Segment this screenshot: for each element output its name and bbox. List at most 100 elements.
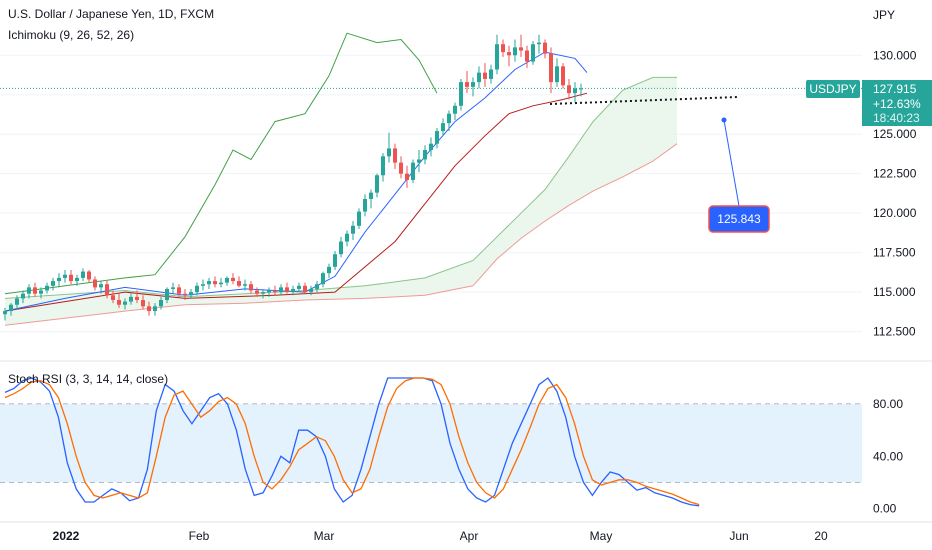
candle-body[interactable] xyxy=(231,277,235,282)
candle-body[interactable] xyxy=(69,274,73,282)
candle-body[interactable] xyxy=(549,53,553,83)
candle-body[interactable] xyxy=(519,47,523,51)
candle-body[interactable] xyxy=(495,44,499,70)
price-axis[interactable]: 130.000127.500125.000122.500120.000117.5… xyxy=(873,48,917,338)
candle-body[interactable] xyxy=(153,306,157,312)
candle-body[interactable] xyxy=(339,241,343,255)
candle-body[interactable] xyxy=(543,42,547,54)
candle-body[interactable] xyxy=(537,42,541,45)
candle-body[interactable] xyxy=(405,173,409,180)
oscillator-axis[interactable]: 80.00 40.00 0.00 xyxy=(873,397,903,515)
candle-body[interactable] xyxy=(393,148,397,163)
candle-body[interactable] xyxy=(555,66,559,83)
candlestick-series[interactable] xyxy=(3,34,583,321)
candle-body[interactable] xyxy=(579,88,583,90)
candle-body[interactable] xyxy=(435,131,439,144)
candle-body[interactable] xyxy=(81,271,85,278)
candle-body[interactable] xyxy=(387,148,391,157)
candle-body[interactable] xyxy=(483,72,487,79)
candle-body[interactable] xyxy=(441,123,445,132)
candle-body[interactable] xyxy=(99,284,103,288)
candle-body[interactable] xyxy=(423,150,427,160)
candle-body[interactable] xyxy=(249,284,253,291)
candle-body[interactable] xyxy=(189,292,193,296)
annotation-pointer-line[interactable] xyxy=(723,119,740,207)
candle-body[interactable] xyxy=(225,277,229,283)
candle-body[interactable] xyxy=(489,69,493,79)
candle-body[interactable] xyxy=(309,288,313,293)
candle-body[interactable] xyxy=(525,50,529,62)
candle-body[interactable] xyxy=(243,284,247,286)
candle-body[interactable] xyxy=(381,156,385,176)
candle-body[interactable] xyxy=(27,287,31,294)
candle-body[interactable] xyxy=(345,233,349,242)
candle-body[interactable] xyxy=(147,306,151,312)
candle-body[interactable] xyxy=(195,285,199,293)
candle-body[interactable] xyxy=(285,287,289,293)
candle-body[interactable] xyxy=(15,298,19,305)
candle-body[interactable] xyxy=(351,225,355,234)
candle-body[interactable] xyxy=(507,52,511,56)
candle-body[interactable] xyxy=(171,287,175,289)
candle-body[interactable] xyxy=(303,285,307,293)
candle-body[interactable] xyxy=(213,281,217,285)
candle-body[interactable] xyxy=(399,162,403,174)
candle-body[interactable] xyxy=(567,85,571,94)
candle-body[interactable] xyxy=(411,162,415,180)
candle-body[interactable] xyxy=(33,287,37,294)
candle-body[interactable] xyxy=(135,296,139,300)
candle-body[interactable] xyxy=(141,300,145,307)
candle-body[interactable] xyxy=(93,279,97,288)
candle-body[interactable] xyxy=(447,113,451,124)
candle-body[interactable] xyxy=(117,300,121,305)
candle-body[interactable] xyxy=(375,175,379,193)
candle-body[interactable] xyxy=(129,296,133,302)
candle-body[interactable] xyxy=(183,293,187,296)
candle-body[interactable] xyxy=(111,295,115,300)
candle-body[interactable] xyxy=(417,159,421,163)
candle-body[interactable] xyxy=(159,300,163,307)
candle-body[interactable] xyxy=(63,274,67,278)
candle-body[interactable] xyxy=(363,198,367,212)
candle-body[interactable] xyxy=(75,277,79,282)
candle-body[interactable] xyxy=(279,287,283,293)
candle-body[interactable] xyxy=(471,82,475,87)
candle-body[interactable] xyxy=(531,44,535,62)
candle-body[interactable] xyxy=(459,82,463,106)
candle-body[interactable] xyxy=(39,290,43,294)
candle-body[interactable] xyxy=(357,211,361,226)
candle-body[interactable] xyxy=(207,281,211,285)
candle-body[interactable] xyxy=(51,281,55,286)
candle-body[interactable] xyxy=(327,266,331,274)
candle-body[interactable] xyxy=(297,285,301,289)
candle-body[interactable] xyxy=(453,105,457,114)
candle-body[interactable] xyxy=(267,290,271,293)
candle-body[interactable] xyxy=(3,311,7,315)
candle-body[interactable] xyxy=(177,287,181,294)
candle-body[interactable] xyxy=(477,72,481,83)
candle-body[interactable] xyxy=(165,288,169,300)
candle-body[interactable] xyxy=(57,277,61,282)
candle-body[interactable] xyxy=(219,282,223,285)
candle-body[interactable] xyxy=(573,88,577,94)
candle-body[interactable] xyxy=(123,301,127,305)
annotation-label[interactable]: 125.843 xyxy=(708,205,770,233)
candle-body[interactable] xyxy=(465,82,469,87)
candle-body[interactable] xyxy=(45,285,49,291)
candle-body[interactable] xyxy=(201,284,205,286)
candle-body[interactable] xyxy=(261,292,265,294)
candle-body[interactable] xyxy=(21,293,25,299)
candle-body[interactable] xyxy=(561,66,565,86)
candle-body[interactable] xyxy=(291,288,295,293)
candle-body[interactable] xyxy=(273,290,277,293)
candle-body[interactable] xyxy=(333,254,337,267)
candle-body[interactable] xyxy=(513,47,517,56)
support-trendline[interactable] xyxy=(549,96,739,105)
candle-body[interactable] xyxy=(501,44,505,53)
candle-body[interactable] xyxy=(255,290,259,294)
candle-body[interactable] xyxy=(369,192,373,199)
time-axis[interactable]: 2022 Feb Mar Apr May Jun 20 xyxy=(0,521,932,543)
candle-body[interactable] xyxy=(429,143,433,150)
candle-body[interactable] xyxy=(9,304,13,312)
